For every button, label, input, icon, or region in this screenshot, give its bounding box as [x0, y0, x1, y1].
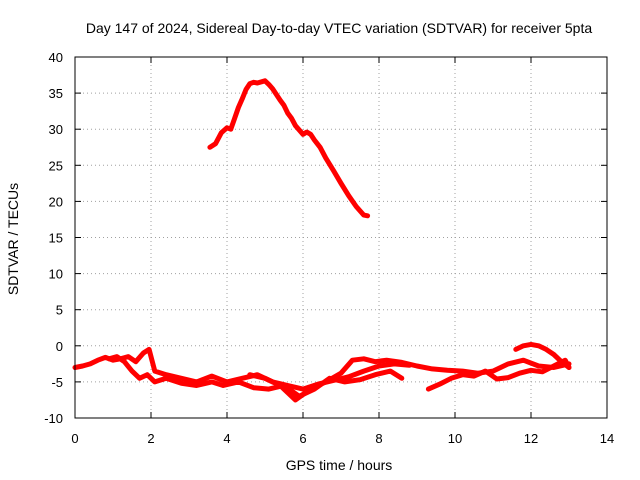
y-tick-label: -5	[51, 375, 63, 390]
series-line-arc-low-4	[425, 357, 572, 392]
series-line-arc-low-2	[106, 354, 405, 399]
y-axis-label: SDTVAR / TECUs	[5, 183, 21, 295]
y-tick-label: 25	[49, 158, 63, 173]
y-axis-ticks: -10 -5 0 5 10 15 20 25 30 35 40	[44, 50, 607, 426]
x-axis-label: GPS time / hours	[286, 457, 393, 473]
x-tick-label: 12	[524, 431, 538, 446]
y-tick-label: 40	[49, 50, 63, 65]
y-tick-label: 10	[49, 267, 63, 282]
x-tick-label: 0	[71, 431, 78, 446]
data-series	[72, 78, 572, 403]
x-tick-label: 8	[375, 431, 382, 446]
y-tick-label: 0	[56, 339, 63, 354]
x-tick-label: 6	[299, 431, 306, 446]
y-tick-label: -10	[44, 411, 63, 426]
series-line-arc-low-5	[513, 341, 572, 370]
x-tick-label: 14	[600, 431, 614, 446]
x-tick-label: 2	[147, 431, 154, 446]
y-tick-label: 30	[49, 122, 63, 137]
series-line-arc-low-3	[247, 356, 572, 403]
y-tick-label: 15	[49, 231, 63, 246]
grid-lines	[75, 57, 607, 418]
x-tick-label: 10	[448, 431, 462, 446]
y-tick-label: 35	[49, 86, 63, 101]
x-axis-ticks: 0 2 4 6 8 10 12 14	[71, 57, 614, 446]
y-tick-label: 20	[49, 194, 63, 209]
series-line-arc-high	[207, 78, 371, 219]
x-tick-label: 4	[223, 431, 230, 446]
y-tick-label: 5	[56, 303, 63, 318]
chart-title: Day 147 of 2024, Sidereal Day-to-day VTE…	[86, 20, 593, 36]
